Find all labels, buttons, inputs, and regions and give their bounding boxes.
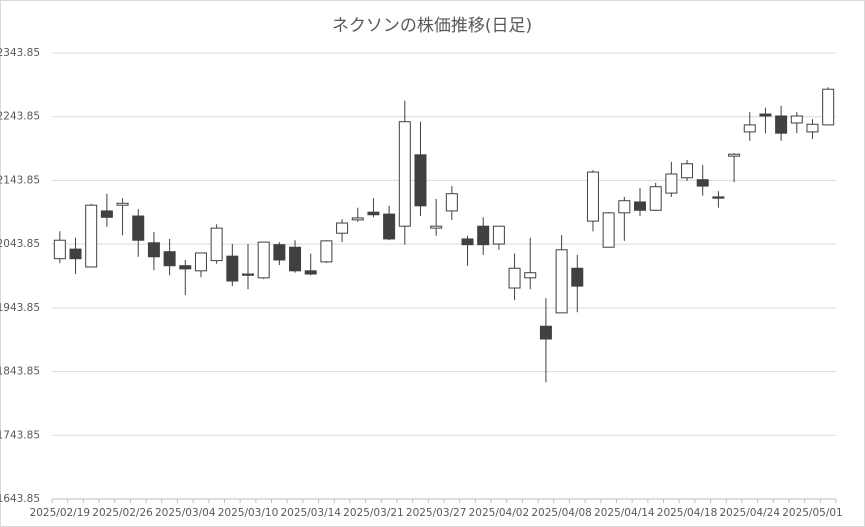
- candle-body: [53, 239, 66, 260]
- candle-body: [226, 255, 239, 282]
- candle-body: [492, 225, 505, 245]
- x-tick-label: 2025/02/26: [92, 507, 153, 519]
- candle-body: [634, 201, 646, 211]
- candle-body: [571, 267, 584, 287]
- candle-body: [806, 123, 819, 133]
- candle-body: [320, 240, 333, 263]
- y-tick-label: 1743.85: [0, 429, 40, 441]
- candle-body: [147, 242, 160, 258]
- candle-body: [304, 270, 317, 275]
- candle-body: [696, 179, 709, 187]
- candle-body: [539, 325, 552, 340]
- candle-body: [618, 200, 631, 214]
- x-tick-label: 2025/04/24: [719, 507, 780, 519]
- y-tick-label: 2243.85: [0, 111, 40, 123]
- candle-body: [775, 115, 788, 134]
- x-tick-label: 2025/04/02: [469, 507, 530, 519]
- candle-body: [85, 204, 98, 268]
- candle-body: [445, 193, 458, 212]
- candle-body: [367, 211, 380, 216]
- x-tick-label: 2025/04/18: [657, 507, 718, 519]
- y-tick-label: 2343.85: [0, 47, 40, 59]
- candle-body: [649, 186, 662, 211]
- candle-body: [116, 202, 129, 206]
- candle-body: [100, 210, 113, 218]
- x-tick-label: 2025/04/08: [531, 507, 592, 519]
- candle-body: [790, 115, 803, 124]
- candle-body: [759, 113, 772, 117]
- candle-body: [508, 267, 521, 289]
- candle-body: [179, 265, 192, 270]
- candle-body: [210, 227, 223, 262]
- x-tick-label: 2025/03/27: [406, 507, 467, 519]
- candle-body: [743, 124, 756, 133]
- y-tick-label: 1943.85: [0, 302, 40, 314]
- candle-body: [336, 222, 349, 234]
- candle-body: [132, 215, 145, 241]
- candle-body: [461, 238, 474, 246]
- x-tick-label: 2025/03/21: [343, 507, 404, 519]
- candle-body: [69, 248, 82, 260]
- candle-body: [728, 153, 741, 157]
- y-tick-label: 2043.85: [0, 238, 40, 250]
- chart-title: ネクソンの株価推移(日足): [332, 16, 532, 36]
- candle-body: [351, 217, 364, 221]
- x-tick-label: 2025/03/10: [218, 507, 279, 519]
- candle-body: [273, 244, 286, 261]
- y-tick-label: 1643.85: [0, 493, 40, 505]
- candle-body: [822, 88, 835, 126]
- candle-body: [414, 154, 427, 207]
- candle-body: [430, 225, 443, 229]
- x-tick-label: 2025/03/14: [280, 507, 341, 519]
- x-tick-label: 2025/02/19: [30, 507, 91, 519]
- candle-body: [257, 241, 270, 279]
- candle-body: [477, 225, 490, 246]
- candle-body: [383, 213, 396, 240]
- candle-body: [289, 246, 302, 272]
- candle-body: [665, 173, 678, 194]
- candle-body: [586, 171, 599, 222]
- x-tick-label: 2025/04/14: [594, 507, 655, 519]
- y-tick-label: 2143.85: [0, 174, 40, 186]
- candle-body: [524, 272, 537, 279]
- candle-body: [555, 249, 568, 314]
- candle-body: [398, 121, 411, 227]
- candle-body: [163, 251, 176, 267]
- x-tick-label: 2025/05/01: [782, 507, 843, 519]
- candle-body: [712, 196, 725, 199]
- candle-body: [242, 273, 254, 276]
- y-tick-label: 1843.85: [0, 366, 40, 378]
- candle-body: [194, 252, 207, 272]
- candle-body: [681, 163, 694, 179]
- candle-body: [602, 212, 615, 248]
- x-tick-label: 2025/03/04: [155, 507, 216, 519]
